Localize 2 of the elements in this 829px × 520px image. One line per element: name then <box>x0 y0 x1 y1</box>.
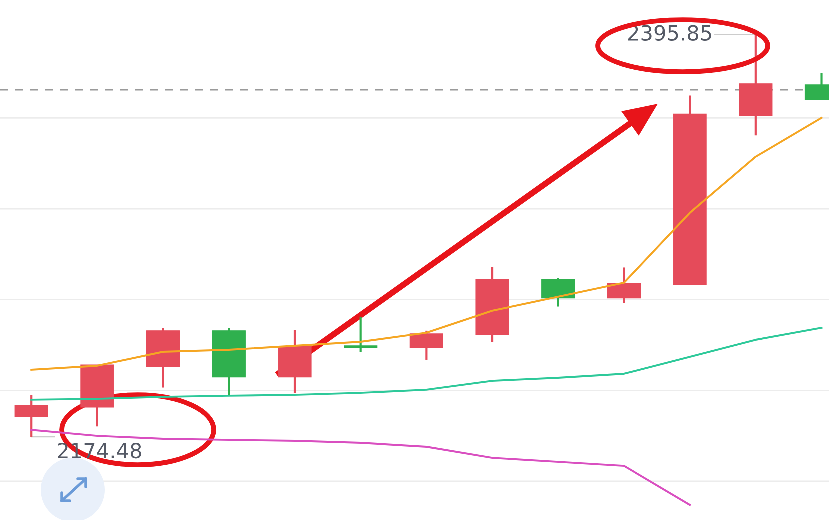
annotation: 2395.85 <box>628 25 712 42</box>
candlestick <box>344 316 378 354</box>
